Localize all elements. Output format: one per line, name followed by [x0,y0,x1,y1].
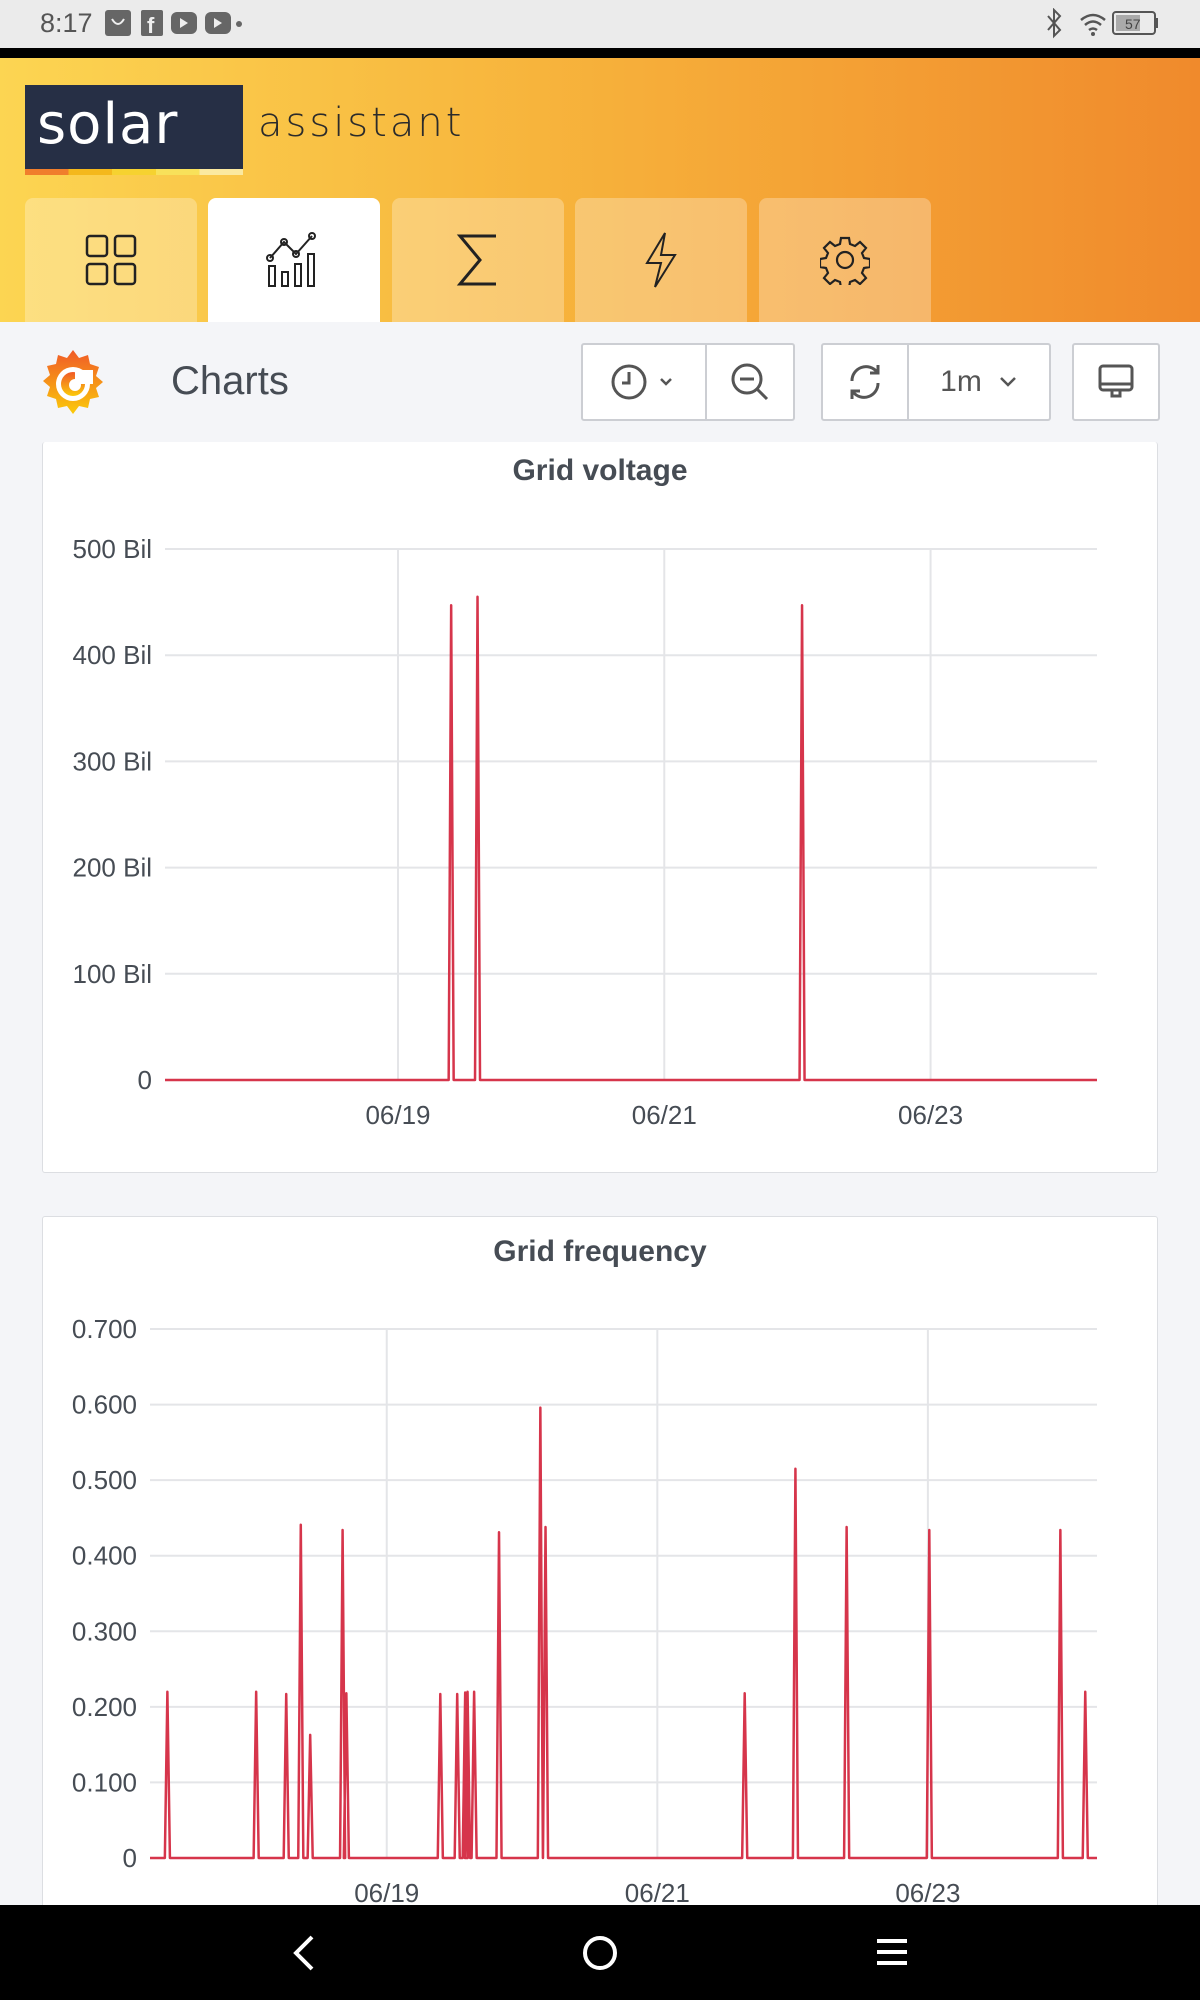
x-tick-label: 06/21 [632,1100,697,1130]
y-tick-label: 0.600 [72,1390,137,1420]
x-tick-label: 06/23 [895,1878,960,1905]
refresh-interval-picker[interactable]: 1m [909,345,1049,419]
navigation-bar [0,1905,1200,2000]
logo[interactable]: solar [25,85,243,169]
zoom-out-icon [731,363,769,401]
y-tick-label: 0.100 [72,1767,137,1797]
clock: 8:17 [40,8,93,38]
y-tick-label: 0.300 [72,1616,137,1646]
refresh-button[interactable] [823,345,909,419]
charts-layer: 0 100 Bil 200 Bil 300 Bil 400 Bil 500 Bil 06/1… [72,534,1097,1905]
refresh-interval-value: 1m [940,365,982,398]
clock-icon [611,364,672,400]
x-tick-label: 06/23 [898,1100,963,1130]
time-zoom-group [581,343,795,421]
menu-icon[interactable] [875,1935,909,1969]
tab-totals[interactable] [392,198,564,322]
panel-grid-frequency: Grid frequency [42,1216,1158,1976]
panel-title: Grid frequency [493,1235,707,1268]
app-header: solar assistant [0,58,1200,322]
tab-settings[interactable] [759,198,931,322]
y-tick-label: 0 [123,1843,137,1873]
bluetooth-icon [1047,8,1062,39]
series-line [150,1406,1097,1860]
facebook-icon [141,10,163,36]
refresh-icon [850,365,880,399]
chevron-down-icon [660,378,672,386]
charts-icon [266,232,316,287]
y-tick-label: 0.500 [72,1465,137,1495]
wifi-icon [1080,13,1106,32]
logo-stripe [25,169,243,175]
status-bar: 8:17 f 57 [0,0,1200,48]
y-tick-label: 0.400 [72,1541,137,1571]
y-tick-label: 0.700 [72,1314,137,1344]
back-icon[interactable] [290,1933,320,1973]
system-icons: 57 [1047,8,1158,39]
x-tick-label: 06/19 [354,1878,419,1905]
tab-power[interactable] [575,198,747,322]
refresh-group: 1m [821,343,1051,421]
home-icon[interactable] [580,1933,620,1973]
y-tick-label: 300 Bil [73,746,153,776]
grafana-logo-icon[interactable] [40,348,106,418]
panel-grid-voltage: Grid voltage [42,442,1158,1173]
series-line [165,595,1097,1082]
y-tick-label: 500 Bil [73,534,153,564]
sum-icon [456,234,496,286]
panel-title: Grid voltage [512,454,688,487]
chevron-down-icon [999,377,1016,387]
divider [0,48,1200,58]
page-title: Charts [171,359,289,403]
svg-text:f: f [147,13,155,38]
notification-icons: f [105,10,242,38]
monitor-icon [1098,364,1134,398]
y-tick-label: 100 Bil [73,959,153,989]
y-tick-label: 0 [138,1065,152,1095]
tab-charts[interactable] [208,198,380,322]
zoom-out-button[interactable] [707,345,793,419]
gear-icon [820,236,870,285]
dashboard-toolbar: Charts 1m [0,322,1200,440]
y-tick-label: 400 Bil [73,640,153,670]
time-picker-button[interactable] [583,345,707,419]
logo-suffix: assistant [258,100,465,146]
view-mode-button[interactable] [1072,343,1160,421]
x-tick-label: 06/21 [625,1878,690,1905]
tab-dashboard[interactable] [25,198,197,322]
y-tick-label: 200 Bil [73,853,153,883]
x-tick-label: 06/19 [365,1100,430,1130]
y-tick-label: 0.200 [72,1692,137,1722]
svg-text:57: 57 [1125,16,1141,32]
dashboard-grid-icon [85,234,137,286]
lightning-icon [645,232,677,288]
